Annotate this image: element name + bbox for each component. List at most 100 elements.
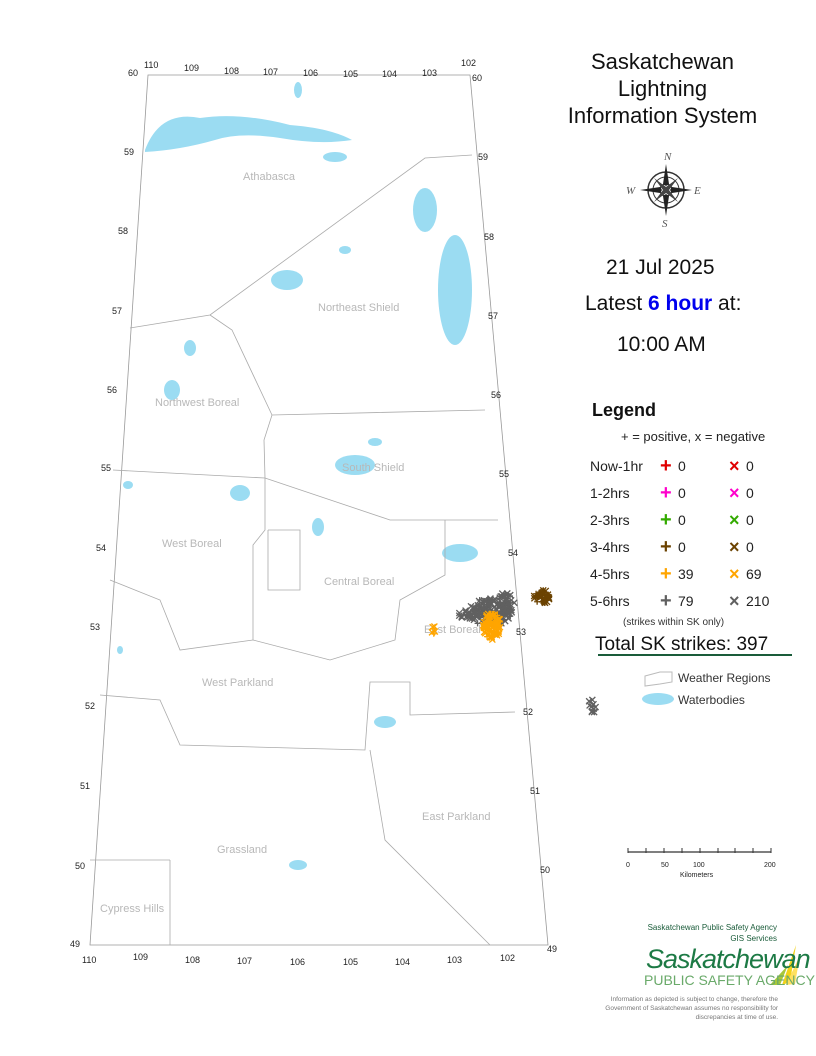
negative-strike [467,614,475,621]
weather-region-boundaries [89,74,549,946]
disclaimer: Information as depicted is subject to ch… [605,996,778,1021]
negative-icon: × [729,483,740,503]
lat-label: 56 [491,390,501,400]
region-label: West Parkland [202,677,273,689]
negative-strike [483,611,491,619]
negative-strike [590,708,598,716]
legend-heading: Legend [592,400,657,420]
lat-label: 53 [516,627,526,637]
lat-label: 54 [96,543,106,553]
region-label: South Shield [342,462,404,474]
lat-label: 57 [488,311,498,321]
lat-label: 60 [128,68,138,78]
lon-label: 110 [144,60,158,70]
region-labels: Athabasca Northeast Shield Northwest Borea… [100,171,490,915]
lat-label: 51 [530,786,540,796]
region-label: Northeast Shield [318,302,399,314]
lon-label: 107 [263,67,278,77]
negative-count: 0 [746,458,754,474]
lon-label: 108 [185,955,200,965]
negative-strike [488,636,496,644]
svg-text:E: E [693,185,701,197]
positive-count: 0 [678,485,686,501]
negative-strike [502,595,510,603]
region-label: Grassland [217,844,267,856]
lat-label: 60 [472,73,482,83]
svg-text:100: 100 [693,862,705,869]
negative-strike [494,621,502,629]
negative-strike [469,603,477,611]
legend-waterbodies: Waterbodies [678,693,745,707]
waterbodies [117,82,478,870]
total-strikes: Total SK strikes: 397 [595,634,769,655]
positive-icon: + [660,455,672,477]
positive-icon: + [660,536,672,558]
positive-strike [538,588,545,595]
row-label: Now-1hr [590,458,643,474]
lat-label: 59 [124,147,134,157]
map-time: 10:00 AM [617,333,706,356]
lon-label: 103 [447,955,462,965]
lon-label: 102 [461,58,476,68]
region-label: Northwest Boreal [155,397,239,409]
negative-strike [496,594,504,602]
negative-count: 0 [746,539,754,555]
svg-text:Kilometers: Kilometers [680,872,714,879]
lon-label: 106 [290,957,305,967]
lon-label: 102 [500,953,515,963]
positive-count: 0 [678,539,686,555]
lat-label: 58 [118,226,128,236]
positive-icon: + [660,563,672,585]
negative-strike [480,596,488,604]
svg-text:200: 200 [764,862,776,869]
legend-note: (strikes within SK only) [623,617,725,628]
negative-count: 0 [746,485,754,501]
negative-icon: × [729,510,740,530]
positive-strike [467,610,474,617]
scale-bar: 0 50 100 200 Kilometers [626,848,776,879]
negative-icon: × [729,591,740,611]
lon-label: 105 [343,69,358,79]
negative-strike [475,604,483,612]
lat-label: 49 [70,939,80,949]
positive-strike [475,613,482,620]
positive-strike [486,616,493,623]
positive-strike [490,625,497,632]
svg-text:0: 0 [626,862,630,869]
region-label: Athabasca [243,171,296,183]
row-label: 5-6hrs [590,593,630,609]
negative-strike [588,707,596,715]
lon-label: 109 [184,63,199,73]
lon-label: 103 [422,68,437,78]
region-label: West Boreal [162,538,222,550]
positive-strike [532,594,539,601]
positive-count: 79 [678,593,694,609]
lat-label: 50 [540,865,550,875]
legend-symbols [598,654,792,705]
negative-strike [498,590,506,598]
negative-strike [485,623,492,631]
row-label: 3-4hrs [590,539,630,555]
lon-label: 108 [224,66,239,76]
lat-label: 49 [547,944,557,954]
map-date: 21 Jul 2025 [606,256,715,279]
row-label: 1-2hrs [590,485,630,501]
negative-count: 69 [746,566,762,582]
positive-strike [545,591,552,598]
negative-strike [430,623,438,630]
lat-label: 57 [112,306,122,316]
svg-text:N: N [663,151,672,163]
lat-label: 55 [499,469,509,479]
svg-text:S: S [662,218,668,230]
lon-label: 109 [133,952,148,962]
row-label: 4-5hrs [590,566,630,582]
region-label: Cypress Hills [100,903,165,915]
map-title: Saskatchewan Lightning Information System [567,49,758,128]
lat-label: 56 [107,385,117,395]
lat-label: 51 [80,781,90,791]
lat-label: 59 [478,152,488,162]
lon-label: 110 [82,955,96,965]
graticule-labels: 60 59 58 57 56 55 54 53 52 51 50 49 60 59 58 57 56 55 54 53… [70,58,557,967]
positive-count: 39 [678,566,694,582]
